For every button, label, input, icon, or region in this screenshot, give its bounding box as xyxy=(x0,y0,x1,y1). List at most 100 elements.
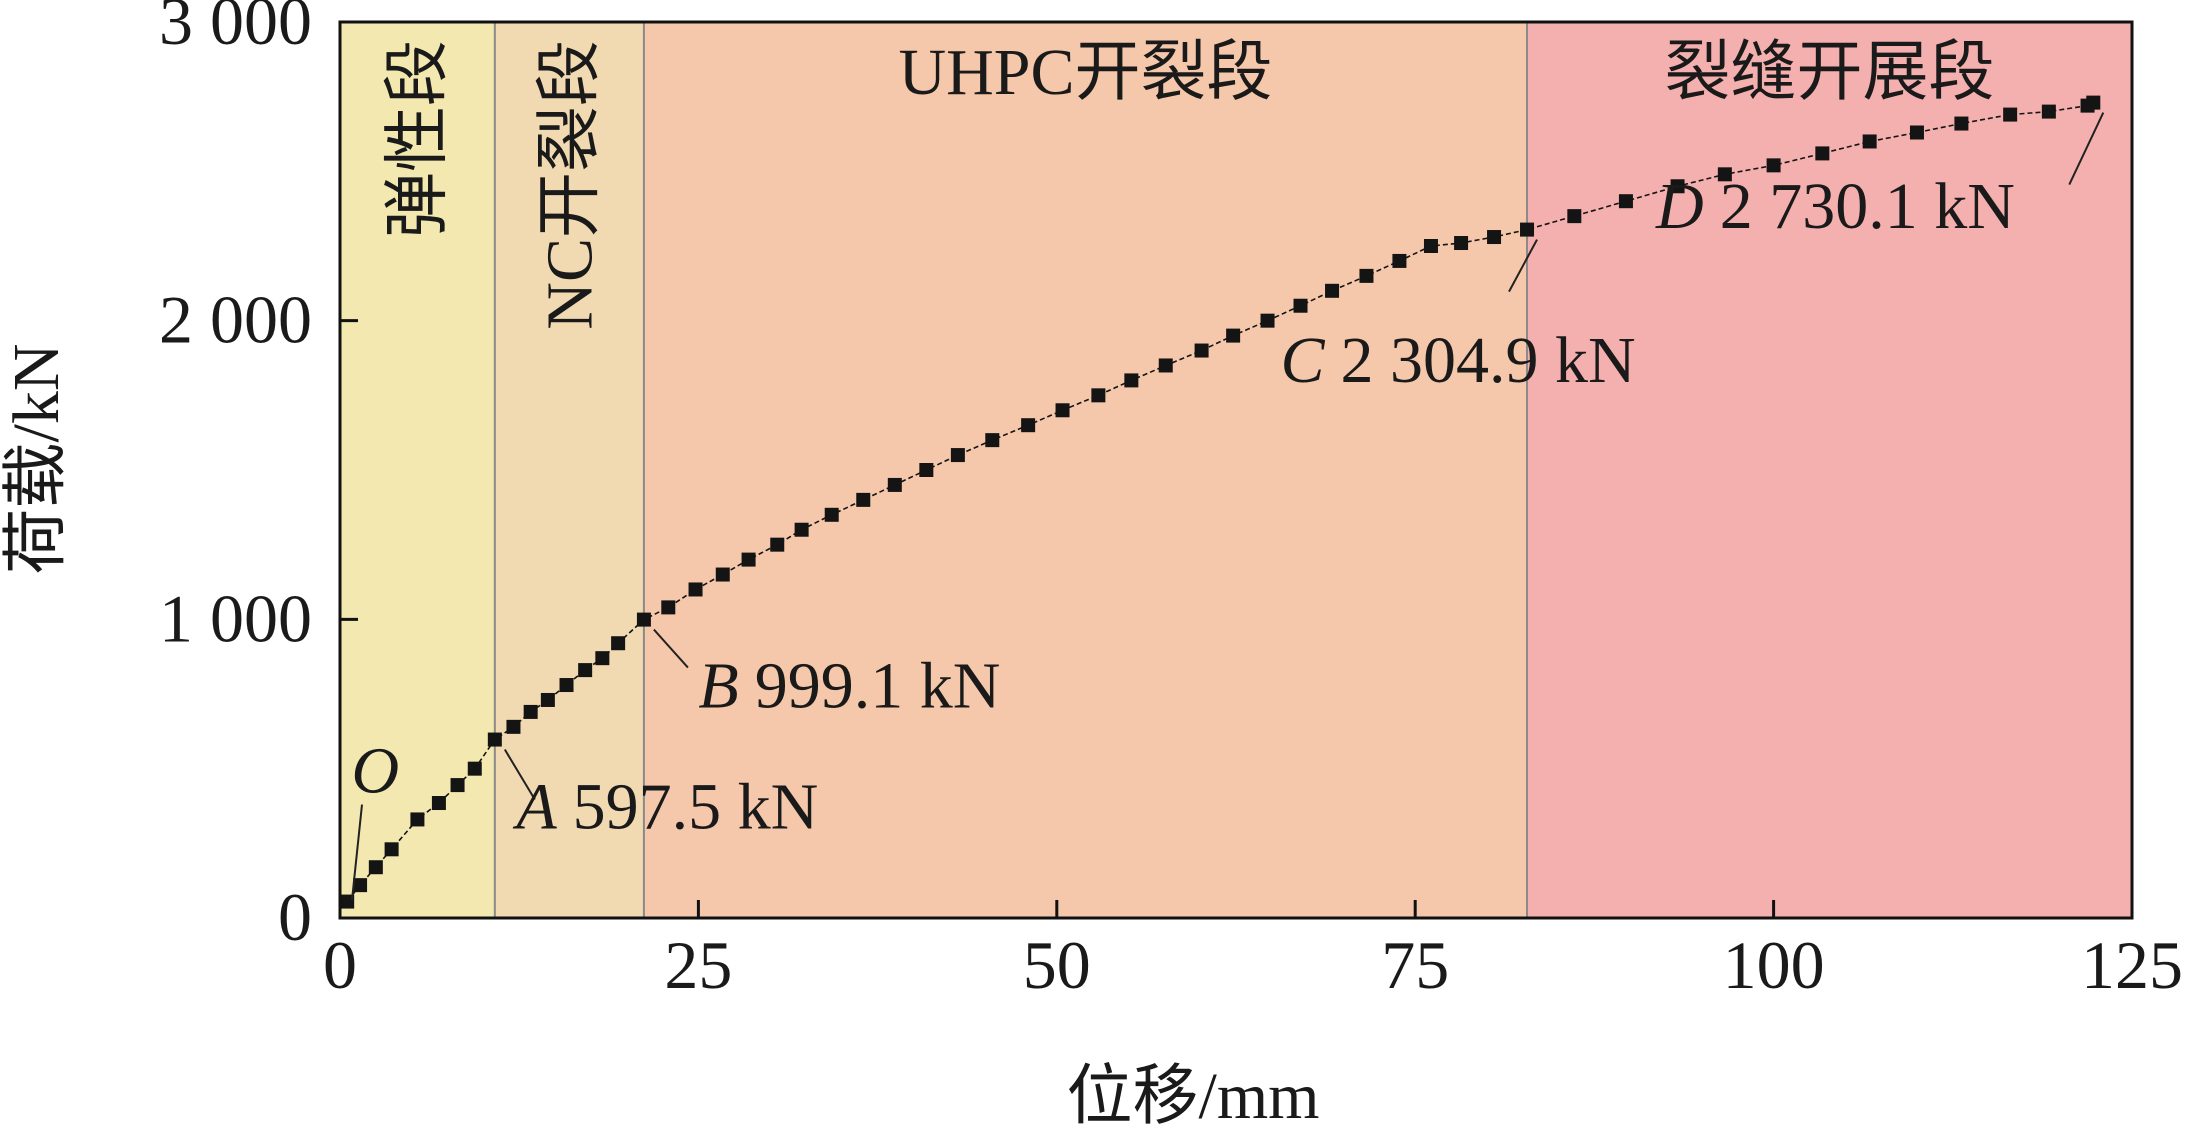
data-point xyxy=(636,612,651,627)
data-point xyxy=(540,692,555,707)
annotation-letter: O xyxy=(351,735,399,808)
x-tick-label: 100 xyxy=(1723,927,1825,1003)
zone-1-label: 弹性段 xyxy=(381,40,454,238)
zone-2-band xyxy=(494,22,644,918)
data-point xyxy=(985,433,1000,448)
zones-layer: 弹性段 NC开裂段 UHPC开裂段 裂缝开展段 xyxy=(340,22,2132,918)
data-point xyxy=(384,842,399,857)
data-point xyxy=(1055,403,1070,418)
data-point xyxy=(410,812,425,827)
zone-3-label: UHPC开裂段 xyxy=(898,36,1272,109)
series-line xyxy=(346,101,2094,903)
data-point xyxy=(1567,209,1582,224)
x-axis-title: 位移/mm xyxy=(1066,1060,1319,1133)
y-tick-label: 1 000 xyxy=(159,580,312,656)
data-point xyxy=(559,678,574,693)
data-point xyxy=(578,663,593,678)
data-point xyxy=(2041,104,2056,119)
data-point xyxy=(919,463,934,477)
data-point xyxy=(1717,167,1732,182)
data-point xyxy=(2086,95,2101,110)
data-point xyxy=(1194,343,1209,358)
data-point xyxy=(368,860,383,875)
x-tick-label: 75 xyxy=(1381,927,1449,1003)
annotation-value: 2 730.1 kN xyxy=(1720,170,2015,243)
data-point xyxy=(1670,179,1685,194)
data-point xyxy=(824,507,839,522)
data-point xyxy=(1293,298,1308,313)
y-tick-label: 2 000 xyxy=(159,282,312,358)
annotation-b-label: B 999.1 kN xyxy=(698,649,1000,722)
annotations-layer: O A 597.5 kN B 999.1 kN C 2 304.9 kN D 2 730.1 k… xyxy=(351,112,2105,901)
data-point xyxy=(1158,358,1173,373)
data-point xyxy=(467,761,482,776)
zone-2-label: NC开裂段 xyxy=(533,40,606,330)
data-point xyxy=(770,537,785,552)
data-point xyxy=(523,704,538,719)
data-point xyxy=(887,477,902,492)
data-point xyxy=(1325,283,1340,298)
annotation-value: 2 304.9 kN xyxy=(1340,324,1635,397)
data-point xyxy=(595,651,610,666)
data-point xyxy=(661,600,676,615)
data-point xyxy=(1423,239,1438,253)
data-point xyxy=(506,719,521,734)
data-point xyxy=(794,522,809,537)
x-tick-label: 125 xyxy=(2081,927,2183,1003)
annotation-o-label: O xyxy=(351,735,399,808)
zone-boundaries xyxy=(493,22,1529,918)
zone-4-label: 裂缝开展段 xyxy=(1665,36,1995,109)
data-point xyxy=(1618,194,1633,209)
data-point xyxy=(2003,107,2018,122)
annotation-letter: B xyxy=(698,649,738,722)
data-point xyxy=(1021,418,1036,433)
data-point xyxy=(1862,134,1877,149)
data-point xyxy=(431,796,446,811)
data-point xyxy=(1487,230,1502,245)
data-point xyxy=(688,582,703,597)
data-point xyxy=(353,878,368,893)
data-point xyxy=(1909,125,1924,140)
annotation-b-leader xyxy=(653,628,689,669)
y-axis-title: 荷载/kN xyxy=(0,344,73,575)
annotation-value: 597.5 kN xyxy=(573,770,819,843)
x-tick-label: 25 xyxy=(664,927,732,1003)
data-point xyxy=(1124,373,1139,388)
data-point xyxy=(741,552,756,567)
x-tick-label: 50 xyxy=(1023,927,1091,1003)
data-point xyxy=(1520,222,1535,237)
data-point xyxy=(1454,236,1469,251)
annotation-c-leader xyxy=(1508,239,1538,293)
annotation-d-leader xyxy=(2068,112,2105,186)
y-tick-label: 3 000 xyxy=(159,0,312,59)
data-point xyxy=(450,778,465,793)
data-point xyxy=(1260,313,1275,328)
annotation-value: 999.1 kN xyxy=(755,649,1001,722)
data-point xyxy=(1954,116,1969,131)
data-point xyxy=(715,567,730,582)
x-tick-label: 0 xyxy=(323,927,357,1003)
annotation-letter: D xyxy=(1655,170,1704,243)
y-tick-label: 0 xyxy=(278,879,312,955)
axes-layer: 0 25 50 75 100 125 0 1 000 2 000 3 000 xyxy=(159,0,2183,1003)
series-layer xyxy=(340,95,2101,909)
data-point xyxy=(1815,146,1830,161)
annotation-a-label: A 597.5 kN xyxy=(512,770,818,843)
annotation-letter: C xyxy=(1280,324,1325,397)
data-point xyxy=(611,636,626,651)
data-point xyxy=(856,492,871,507)
annotation-letter: A xyxy=(512,770,557,843)
data-point xyxy=(1226,328,1241,343)
plot-frame xyxy=(338,20,2134,920)
data-point xyxy=(340,894,355,909)
zone-3-band xyxy=(643,22,1528,918)
data-point xyxy=(950,448,965,463)
data-point xyxy=(1091,388,1106,403)
annotation-o-leader xyxy=(351,804,363,901)
data-point xyxy=(1359,268,1374,283)
zone-4-band xyxy=(1527,22,2132,918)
data-point xyxy=(487,732,502,747)
